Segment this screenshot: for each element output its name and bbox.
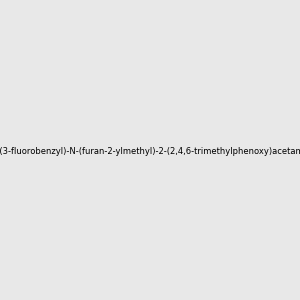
Text: N-(3-fluorobenzyl)-N-(furan-2-ylmethyl)-2-(2,4,6-trimethylphenoxy)acetamide: N-(3-fluorobenzyl)-N-(furan-2-ylmethyl)-…	[0, 147, 300, 156]
